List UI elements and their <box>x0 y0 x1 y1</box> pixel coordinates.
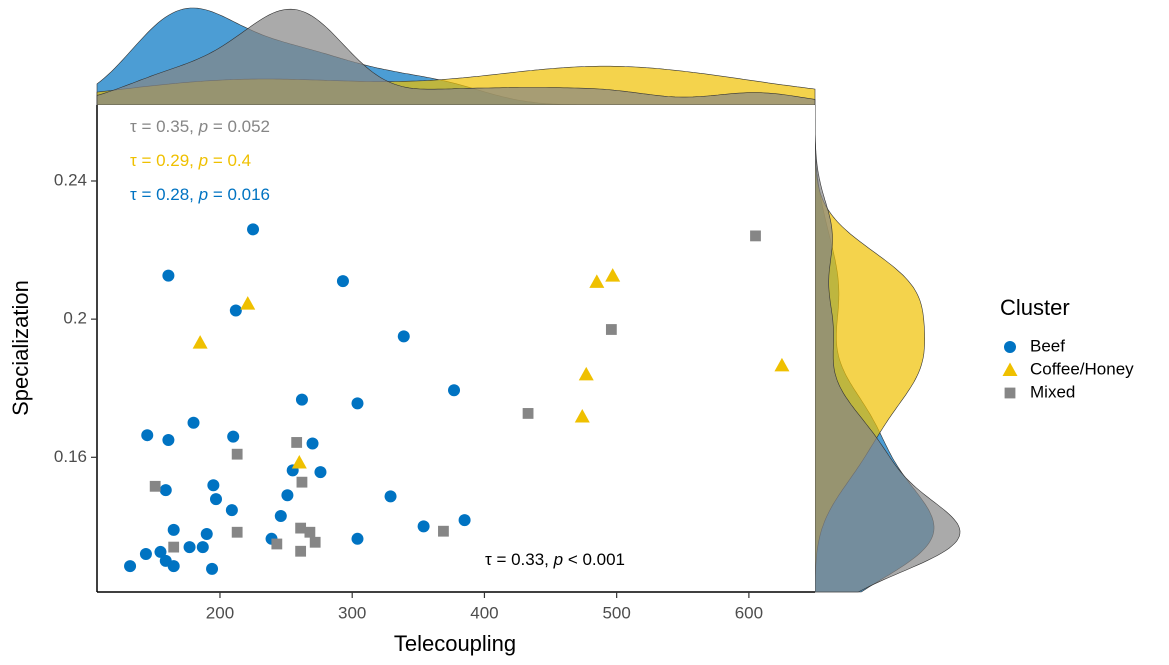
point <box>271 538 283 550</box>
right-density <box>814 105 961 593</box>
point <box>304 526 316 538</box>
point <box>351 532 364 545</box>
annotation: τ = 0.33, p < 0.001 <box>485 550 625 569</box>
point <box>291 454 307 469</box>
x-tick-label: 600 <box>735 603 763 622</box>
point <box>578 366 594 381</box>
point <box>397 330 410 343</box>
annotation: τ = 0.35, p = 0.052 <box>130 117 270 136</box>
y-axis-title: Specialization <box>8 280 33 416</box>
point <box>240 296 256 310</box>
point <box>139 548 152 561</box>
point <box>231 448 243 460</box>
point <box>167 523 180 536</box>
point <box>231 526 243 538</box>
point <box>274 510 287 523</box>
x-axis-title: Telecoupling <box>394 631 516 656</box>
annotation-part: < 0.001 <box>563 550 625 569</box>
point <box>210 493 223 506</box>
point <box>458 514 471 527</box>
point <box>206 562 219 575</box>
point <box>574 409 590 423</box>
x-tick-label: 400 <box>470 603 498 622</box>
point <box>295 522 307 534</box>
legend-label: Coffee/Honey <box>1030 359 1134 378</box>
point <box>750 230 761 242</box>
point <box>229 304 242 317</box>
point <box>207 479 220 492</box>
y-tick-label: 0.16 <box>54 447 87 466</box>
point <box>351 397 364 410</box>
annotation-part: τ = 0.35, <box>130 117 199 136</box>
point <box>192 335 208 349</box>
x-tick-label: 500 <box>602 603 630 622</box>
point <box>168 541 180 553</box>
x-tick-label: 200 <box>206 603 234 622</box>
point <box>384 490 397 503</box>
point <box>295 545 307 557</box>
x-tick-label: 300 <box>338 603 366 622</box>
point <box>225 504 238 517</box>
point <box>196 541 209 554</box>
plot-background <box>97 105 815 592</box>
point <box>438 525 449 537</box>
point <box>227 430 240 443</box>
annotation-part: = 0.4 <box>208 151 251 170</box>
point <box>1002 362 1018 376</box>
point <box>149 480 161 492</box>
point <box>309 536 321 548</box>
annotation-part: p <box>198 151 208 170</box>
annotation-part: = 0.052 <box>208 117 270 136</box>
point <box>605 268 621 282</box>
annotation-part: = 0.016 <box>208 185 270 204</box>
annotation-part: τ = 0.29, <box>130 151 199 170</box>
point <box>448 384 461 397</box>
annotation-part: p <box>553 550 563 569</box>
annotation: τ = 0.29, p = 0.4 <box>130 151 251 170</box>
point <box>183 541 196 554</box>
point <box>187 416 200 429</box>
annotation-part: p <box>198 185 208 204</box>
annotation: τ = 0.28, p = 0.016 <box>130 185 270 204</box>
point <box>522 408 534 419</box>
point <box>200 527 213 540</box>
y-tick-label: 0.24 <box>54 170 87 189</box>
point <box>167 560 180 573</box>
point <box>336 275 349 288</box>
point <box>774 357 790 372</box>
annotation-part: τ = 0.28, <box>130 185 199 204</box>
point <box>124 560 137 573</box>
point <box>281 489 294 502</box>
point <box>162 269 175 282</box>
point <box>605 324 617 335</box>
point <box>314 466 327 479</box>
point <box>154 545 167 558</box>
annotation-part: p <box>198 117 208 136</box>
point <box>1004 341 1016 353</box>
point <box>417 520 430 533</box>
point <box>1004 387 1016 399</box>
point <box>296 476 308 488</box>
point <box>306 437 319 450</box>
point <box>589 274 605 288</box>
point <box>247 223 260 236</box>
legend-title: Cluster <box>1000 295 1070 320</box>
y-tick-label: 0.2 <box>63 309 87 328</box>
point <box>162 434 175 447</box>
point <box>291 437 303 448</box>
top-density <box>96 8 816 106</box>
point <box>159 484 172 497</box>
legend-label: Mixed <box>1030 382 1075 401</box>
point <box>295 393 308 406</box>
legend-label: Beef <box>1030 336 1065 355</box>
annotation-part: τ = 0.33, <box>485 550 554 569</box>
point <box>141 429 154 442</box>
